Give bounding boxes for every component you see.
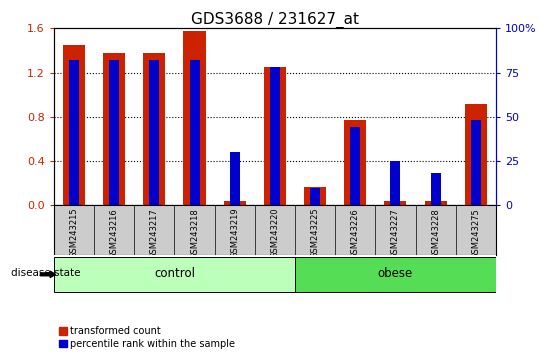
- Text: GSM243216: GSM243216: [109, 208, 119, 258]
- Text: obese: obese: [378, 267, 413, 280]
- Bar: [471, 120, 481, 205]
- Legend: transformed count, percentile rank within the sample: transformed count, percentile rank withi…: [59, 326, 236, 349]
- Bar: [425, 201, 447, 205]
- Bar: [384, 201, 406, 205]
- Bar: [230, 152, 240, 205]
- Text: GSM243215: GSM243215: [70, 208, 79, 258]
- Title: GDS3688 / 231627_at: GDS3688 / 231627_at: [191, 12, 359, 28]
- Bar: [304, 187, 326, 205]
- Text: GSM243275: GSM243275: [471, 208, 480, 258]
- Bar: [103, 53, 125, 205]
- Bar: [465, 104, 487, 205]
- Bar: [295, 257, 496, 292]
- Bar: [310, 188, 320, 205]
- Bar: [190, 60, 199, 205]
- Text: GSM243219: GSM243219: [230, 208, 239, 258]
- Text: GSM243218: GSM243218: [190, 208, 199, 258]
- Text: GSM243225: GSM243225: [310, 208, 320, 258]
- Text: GSM243227: GSM243227: [391, 208, 400, 258]
- Text: GSM243226: GSM243226: [351, 208, 360, 258]
- Bar: [344, 120, 367, 205]
- Bar: [264, 67, 286, 205]
- Text: control: control: [154, 267, 195, 280]
- Text: GSM243228: GSM243228: [431, 208, 440, 258]
- Bar: [350, 127, 360, 205]
- Bar: [109, 60, 119, 205]
- Text: GSM243220: GSM243220: [271, 208, 279, 258]
- Bar: [390, 161, 400, 205]
- Bar: [431, 173, 440, 205]
- Bar: [69, 60, 79, 205]
- Bar: [270, 67, 280, 205]
- Bar: [149, 60, 160, 205]
- Text: GSM243217: GSM243217: [150, 208, 159, 258]
- Bar: [224, 201, 246, 205]
- Bar: [183, 30, 205, 205]
- Bar: [54, 257, 295, 292]
- Bar: [143, 53, 165, 205]
- Bar: [63, 45, 85, 205]
- Text: disease state: disease state: [11, 268, 80, 278]
